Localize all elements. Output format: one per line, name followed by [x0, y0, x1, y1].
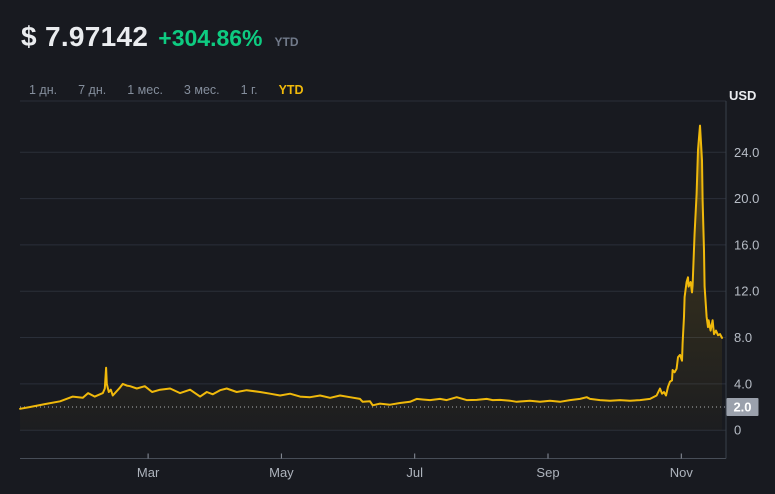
price-area-fill [20, 125, 723, 431]
range-button-1y[interactable]: 1 г. [240, 83, 258, 97]
y-tick-label-16.0: 16.0 [734, 237, 759, 252]
price-value: $ 7.97142 [21, 21, 149, 52]
y-tick-label-4.0: 4.0 [734, 376, 752, 391]
y-tick-label-24.0: 24.0 [734, 145, 759, 160]
period-label: YTD [274, 35, 299, 49]
y-tick-label-20.0: 20.0 [734, 191, 759, 206]
plot-area: 24.0 20.0 16.0 12.0 8.0 4.0 0 Mar May Jul Sep Nov [19, 100, 759, 480]
y-tick-label-12.0: 12.0 [734, 284, 759, 299]
x-tick-label-Jul: Jul [406, 465, 423, 480]
price-line [19, 124, 723, 410]
range-button-1d[interactable]: 1 дн. [29, 83, 58, 97]
x-tick-label-May: May [269, 465, 294, 480]
current-price-badge: 2.0 [726, 398, 759, 416]
range-selector: 1 дн. 7 дн. 1 мес. 3 мес. 1 г. YTD [29, 82, 304, 99]
price-header: $ 7.97142 +304.86% YTD [21, 21, 299, 53]
range-button-3m[interactable]: 3 мес. [183, 83, 220, 97]
y-tick-label-0: 0 [734, 423, 741, 438]
range-button-7d[interactable]: 7 дн. [78, 83, 107, 97]
y-tick-label-8.0: 8.0 [734, 330, 752, 345]
currency-unit-label: USD [729, 88, 757, 103]
change-percent: +304.86% [158, 25, 263, 51]
x-tick-label-Nov: Nov [670, 465, 694, 480]
x-tick-label-Mar: Mar [137, 465, 160, 480]
range-button-ytd[interactable]: YTD [278, 83, 304, 97]
range-button-1m[interactable]: 1 мес. [127, 83, 163, 97]
current-price-badge-label: 2.0 [733, 400, 751, 415]
x-tick-label-Sep: Sep [536, 465, 559, 480]
